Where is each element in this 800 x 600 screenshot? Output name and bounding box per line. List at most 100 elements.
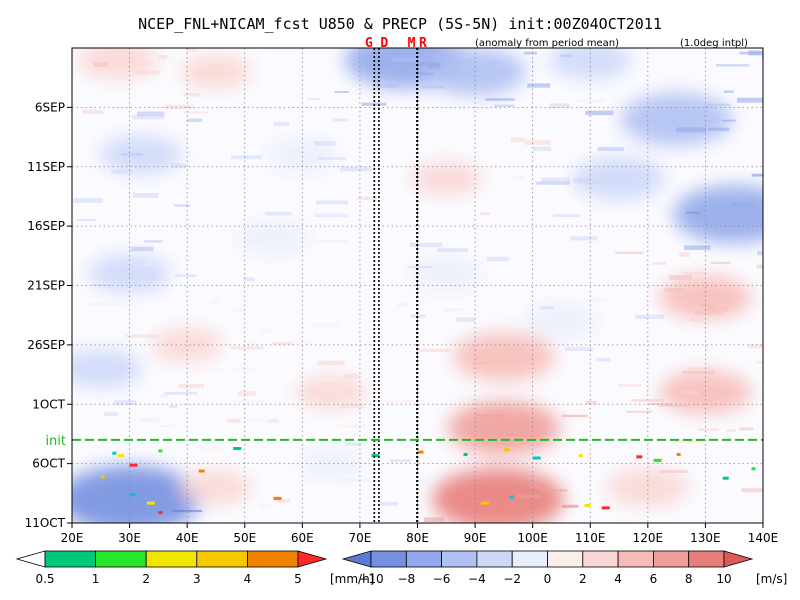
field-streak bbox=[418, 348, 451, 353]
field-streak bbox=[561, 504, 579, 508]
field-streak bbox=[727, 192, 754, 197]
field-streak bbox=[130, 246, 154, 252]
x-tick-label: 40E bbox=[176, 531, 199, 545]
field-streak bbox=[723, 90, 734, 93]
colorbar-arrow-left bbox=[15, 550, 46, 568]
field-streak bbox=[345, 442, 363, 446]
x-tick-label: 60E bbox=[291, 531, 314, 545]
field-streak bbox=[510, 137, 526, 143]
u850-colorbar: −10 −8 −6 −4 −2 0 2 4 6 8 10 [m/s] bbox=[341, 550, 787, 586]
chart-title: NCEP_FNL+NICAM_fcst U850 & PRECP (5S-5N)… bbox=[138, 15, 662, 33]
field-streak bbox=[704, 103, 731, 106]
u850-anomaly-blob bbox=[266, 138, 339, 172]
field-streak bbox=[140, 418, 159, 423]
colorbar-segment bbox=[653, 550, 690, 568]
field-streak bbox=[133, 192, 159, 198]
field-streak bbox=[274, 106, 288, 110]
u850-anomaly-blob bbox=[300, 449, 363, 479]
field-streak bbox=[539, 489, 568, 492]
field-streak bbox=[182, 111, 209, 114]
field-streak bbox=[477, 361, 488, 364]
field-streak bbox=[309, 323, 341, 328]
colorbar-segment bbox=[511, 550, 548, 568]
colorbar-tick-label: 2 bbox=[579, 572, 587, 586]
precip-cell bbox=[751, 467, 756, 471]
precip-cell bbox=[273, 496, 282, 500]
field-streak bbox=[259, 328, 274, 334]
field-streak bbox=[249, 342, 259, 345]
field-streak bbox=[111, 169, 134, 174]
x-tick-label: 70E bbox=[348, 531, 371, 545]
colorbar-tick-label: 4 bbox=[244, 572, 252, 586]
field-streak bbox=[193, 368, 222, 372]
colorbar-tick-label: −8 bbox=[397, 572, 415, 586]
field-streak bbox=[616, 518, 637, 523]
field-streak bbox=[82, 109, 104, 115]
precip-cell bbox=[417, 450, 424, 454]
u850-anomaly-blob bbox=[659, 370, 752, 414]
colorbar-tick-label: 1 bbox=[92, 572, 100, 586]
colorbar-tick-label: −10 bbox=[358, 572, 383, 586]
field-streak bbox=[383, 398, 417, 404]
y-tick-label: 11OCT bbox=[25, 516, 66, 530]
field-streak bbox=[635, 314, 665, 319]
precip-cell bbox=[158, 511, 163, 515]
colorbar-segment bbox=[405, 550, 442, 568]
colorbar-segment bbox=[547, 550, 584, 568]
field-streak bbox=[340, 166, 373, 172]
x-axis: 20E 30E 40E 50E 60E 70E 80E 90E 100E 110E 120E 130E… bbox=[61, 523, 778, 545]
field-streak bbox=[230, 442, 240, 445]
field-streak bbox=[658, 404, 690, 407]
init-line-group: init bbox=[45, 434, 763, 449]
field-streak bbox=[456, 317, 475, 322]
field-streak bbox=[423, 517, 444, 523]
field-streak bbox=[121, 153, 143, 156]
field-streak bbox=[533, 146, 551, 151]
colorbar-segment bbox=[370, 550, 407, 568]
field-streak bbox=[159, 394, 169, 398]
field-streak bbox=[432, 154, 464, 157]
field-streak bbox=[756, 360, 763, 364]
y-tick-label: 1OCT bbox=[32, 397, 65, 411]
field-streak bbox=[513, 175, 524, 180]
precip-field bbox=[100, 447, 756, 515]
precip-cell bbox=[532, 456, 541, 460]
precip-cell bbox=[371, 454, 380, 458]
field-streak bbox=[193, 71, 227, 75]
field-streak bbox=[413, 72, 435, 75]
field-streak bbox=[272, 342, 293, 346]
field-streak bbox=[268, 48, 295, 51]
field-streak bbox=[576, 99, 606, 102]
field-streak bbox=[318, 239, 350, 243]
colorbar-arrow-right bbox=[723, 550, 754, 568]
field-streak bbox=[136, 111, 165, 117]
field-streak bbox=[524, 51, 537, 55]
field-streak bbox=[682, 370, 715, 374]
y-tick-label: 11SEP bbox=[27, 160, 65, 174]
precip-colorbar: 0.5 1 2 3 4 5 [mm/h] bbox=[15, 550, 374, 586]
field-streak bbox=[172, 509, 203, 513]
field-streak bbox=[315, 200, 348, 205]
field-streak bbox=[596, 358, 611, 362]
field-streak bbox=[408, 265, 433, 269]
field-streak bbox=[618, 384, 642, 387]
field-streak bbox=[413, 61, 441, 67]
field-streak bbox=[76, 218, 97, 222]
field-streak bbox=[739, 427, 754, 431]
field-streak bbox=[687, 367, 715, 371]
plot-area bbox=[72, 48, 763, 523]
field-streak bbox=[363, 343, 384, 347]
field-streak bbox=[474, 414, 506, 417]
field-streak bbox=[487, 61, 499, 65]
colorbar-segment bbox=[476, 550, 513, 568]
field-streak bbox=[689, 317, 703, 322]
field-streak bbox=[725, 429, 736, 432]
u850-anomaly-blob bbox=[237, 221, 310, 255]
colorbar-tick-label: −2 bbox=[503, 572, 521, 586]
field-streak bbox=[694, 311, 723, 315]
field-streak bbox=[333, 118, 348, 122]
field-streak bbox=[376, 83, 399, 88]
marker-label: D bbox=[380, 36, 388, 51]
field-streak bbox=[539, 306, 554, 310]
